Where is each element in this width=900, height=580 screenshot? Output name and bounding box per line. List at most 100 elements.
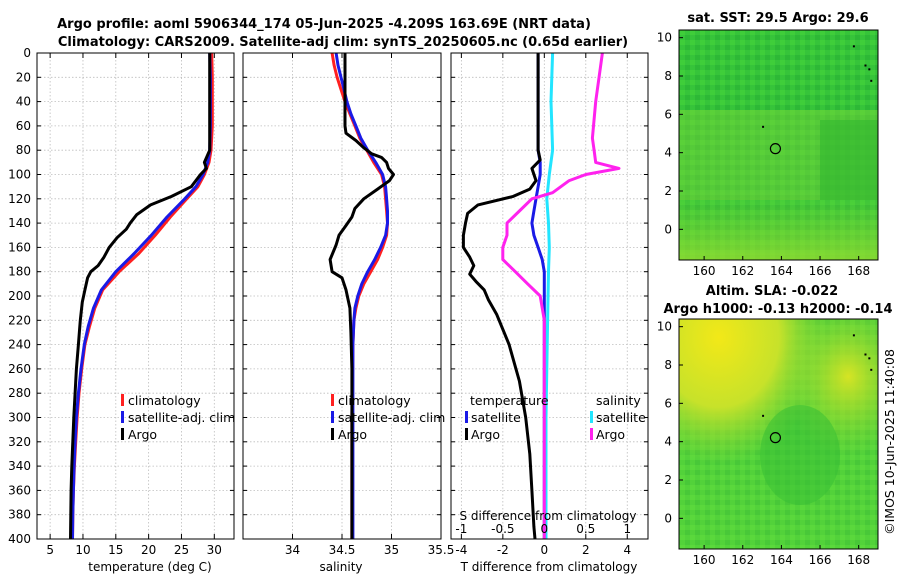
x-tick-label: -4 [455, 543, 467, 557]
sla-y-tick-label: 0 [664, 511, 672, 525]
axes-frame [242, 52, 442, 540]
sst-island-speck [868, 68, 871, 71]
t-difference-axis-label: T difference from climatology [460, 560, 638, 574]
s-diff-tick-label: 1 [623, 522, 631, 536]
depth-tick-label: 340 [8, 459, 31, 473]
sst-island-speck [864, 64, 867, 67]
legend-label-satellite-adj: satellite-adj. clim [128, 410, 235, 425]
legend-swatch-climatology [121, 394, 124, 406]
depth-tick-label: 140 [8, 216, 31, 230]
sst-island-speck [762, 125, 765, 128]
sst-map [678, 29, 879, 261]
depth-tick-label: 260 [8, 362, 31, 376]
sst-y-tick-label: 6 [664, 107, 672, 121]
x-tick-label: 4 [623, 543, 631, 557]
sla-island-speck [864, 353, 867, 356]
legend-swatch-satellite-adj [331, 411, 334, 423]
depth-tick-label: 380 [8, 508, 31, 522]
depth-tick-label: 20 [16, 70, 31, 84]
sla-x-tick-label: 160 [693, 553, 716, 567]
sla-x-tick-label: 168 [847, 553, 870, 567]
difference-legend: temperature salinity satellite Argo sate… [465, 393, 646, 442]
salinity-legend: climatology satellite-adj. clim Argo [331, 393, 445, 442]
legend-label-satellite-adj: satellite-adj. clim [338, 410, 445, 425]
series-line-t-argo [461, 53, 542, 539]
x-tick-label: 35.5 [428, 543, 455, 557]
x-tick-label: 35 [384, 543, 399, 557]
sst-x-tick-label: 168 [847, 264, 870, 278]
sst-y-tick-label: 4 [664, 146, 672, 160]
sst-y-tick-label: 10 [657, 31, 672, 45]
legend-swatch-t-argo [465, 428, 468, 440]
sst-x-tick-label: 164 [770, 264, 793, 278]
temperature-axis-label: temperature (deg C) [88, 560, 211, 574]
depth-tick-label: 120 [8, 192, 31, 206]
salinity-axis-label: salinity [319, 560, 362, 574]
axes-frame [36, 52, 235, 540]
legend-swatch-satellite-adj [121, 411, 124, 423]
depth-tick-label: 200 [8, 289, 31, 303]
legend-swatch-s-argo [590, 428, 593, 440]
sst-float-marker [769, 143, 782, 155]
legend-swatch-climatology [331, 394, 334, 406]
x-tick-label: 15 [108, 543, 123, 557]
sla-float-marker [769, 432, 782, 444]
depth-tick-label: 400 [8, 532, 31, 546]
legend-label-s-argo: Argo [596, 427, 625, 442]
sla-island-speck [870, 368, 873, 371]
sst-x-tick-label: 160 [693, 264, 716, 278]
legend-label-climatology: climatology [128, 393, 201, 408]
sla-y-tick-label: 6 [664, 396, 672, 410]
sst-map-title: sat. SST: 29.5 Argo: 29.6 [687, 11, 868, 26]
sla-map-title-line2: Argo h1000: -0.13 h2000: -0.14 [663, 302, 892, 317]
sla-island-speck [852, 334, 855, 337]
sla-x-tick-label: 162 [731, 553, 754, 567]
legend-title-temperature: temperature [470, 393, 549, 408]
depth-tick-label: 320 [8, 435, 31, 449]
sst-x-tick-label: 162 [731, 264, 754, 278]
s-difference-axis-ticks: -1 -0.5 0 0.5 1 [455, 522, 631, 536]
x-tick-label: 5 [46, 543, 54, 557]
sla-y-tick-label: 2 [664, 473, 672, 487]
legend-swatch-argo [331, 428, 334, 440]
x-tick-label: 30 [207, 543, 222, 557]
sla-map-frame [678, 318, 879, 550]
depth-tick-label: 160 [8, 240, 31, 254]
sla-map-title-line1: Altim. SLA: -0.022 [706, 284, 838, 299]
depth-tick-label: 40 [16, 95, 31, 109]
series-line-s-satellite [544, 53, 555, 539]
legend-label-argo: Argo [128, 427, 157, 442]
series-line-s-argo [501, 53, 621, 539]
x-tick-label: 25 [174, 543, 189, 557]
sla-x-tick-label: 164 [770, 553, 793, 567]
legend-label-argo: Argo [338, 427, 367, 442]
legend-swatch-t-satellite [465, 411, 468, 423]
temperature-profile-panel: 5 10 15 20 25 30 [36, 52, 235, 557]
temperature-legend: climatology satellite-adj. clim Argo [121, 393, 235, 442]
sst-island-speck [852, 45, 855, 48]
sla-y-tick-label: 8 [664, 358, 672, 372]
legend-label-climatology: climatology [338, 393, 411, 408]
header-title-line1: Argo profile: aoml 5906344_174 05-Jun-20… [57, 17, 591, 32]
legend-title-salinity: salinity [596, 393, 641, 408]
legend-label-t-argo: Argo [471, 427, 500, 442]
legend-swatch-s-satellite [590, 411, 593, 423]
s-diff-tick-label: -1 [455, 522, 467, 536]
depth-tick-label: 280 [8, 386, 31, 400]
depth-tick-label: 240 [8, 338, 31, 352]
series-line-argo [69, 53, 212, 539]
x-tick-label: 0 [540, 543, 548, 557]
sst-x-tick-label: 166 [809, 264, 832, 278]
depth-tick-label: 300 [8, 411, 31, 425]
x-tick-label: 2 [582, 543, 590, 557]
series-line-satellite-adj-clim [334, 53, 389, 539]
sla-map-low-region [760, 405, 840, 505]
x-tick-label: 34 [285, 543, 300, 557]
x-tick-label: 34.5 [329, 543, 356, 557]
sla-map [678, 318, 879, 550]
sla-island-speck [762, 414, 765, 417]
s-diff-tick-label: 0 [540, 522, 548, 536]
depth-tick-label: 60 [16, 119, 31, 133]
sla-x-tick-label: 166 [809, 553, 832, 567]
